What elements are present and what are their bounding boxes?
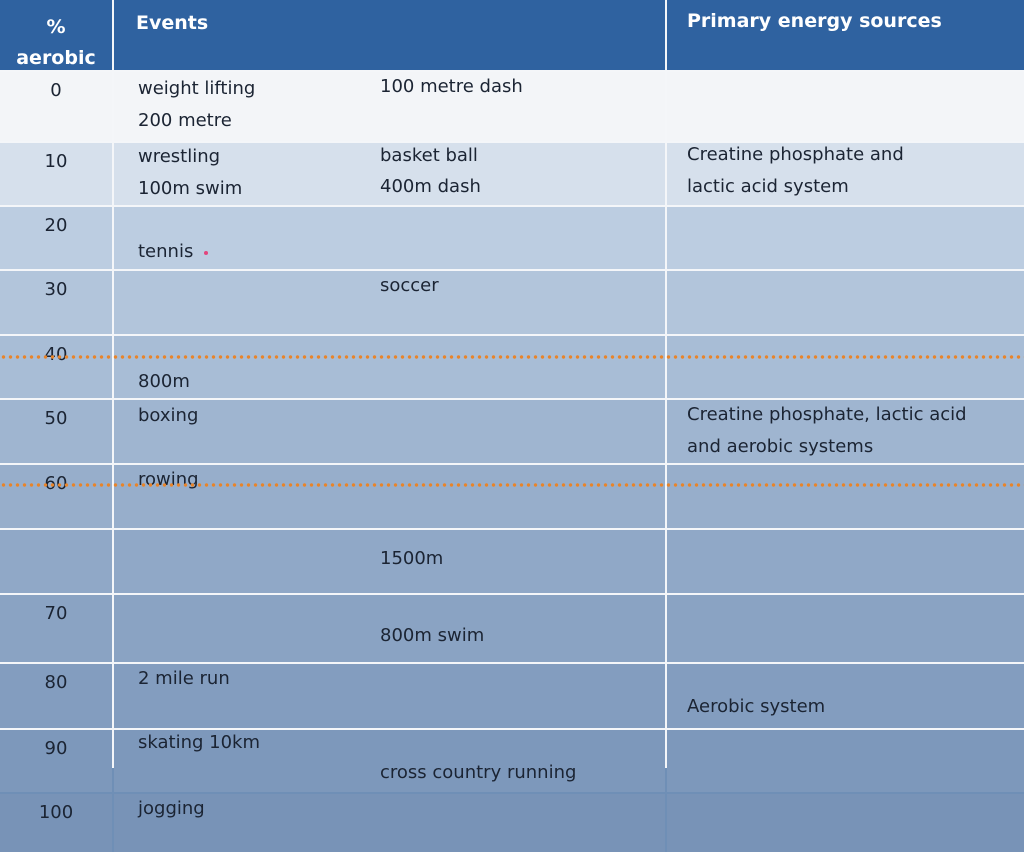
event-label: skating 10km	[138, 732, 260, 753]
event-label: wrestling	[138, 146, 221, 167]
row-source: Creatine phosphate and lactic acid syste…	[667, 143, 1024, 205]
event-label: 800m swim	[380, 625, 485, 646]
row-source	[667, 465, 1024, 528]
row-percent: 70	[0, 595, 112, 662]
row-source	[667, 530, 1024, 593]
row-percent: 40	[0, 336, 112, 398]
event-label: 100m swim	[138, 178, 243, 199]
header-events: Events	[114, 0, 665, 70]
row-source	[667, 730, 1024, 792]
event-label: rowing	[138, 469, 199, 490]
event-label: 1500m	[380, 548, 444, 569]
row-source	[667, 271, 1024, 334]
row-events: skating 10km cross country running	[114, 730, 665, 792]
ink-mark	[204, 251, 208, 255]
header-aerobic-label: aerobic	[16, 47, 96, 69]
energy-source-label: Creatine phosphate and lactic acid syste…	[687, 144, 904, 197]
event-label: 2 mile run	[138, 668, 230, 689]
row-source	[667, 794, 1024, 852]
row-source	[667, 72, 1024, 141]
row-source	[667, 207, 1024, 269]
event-label: 200 metre	[138, 110, 232, 131]
row-events: soccer	[114, 271, 665, 334]
header-percent-symbol: %	[46, 16, 66, 38]
row-percent: 60	[0, 465, 112, 528]
row-source: Aerobic system	[667, 664, 1024, 728]
event-label: 100 metre dash	[380, 76, 523, 97]
energy-source-label: Aerobic system	[687, 696, 826, 717]
row-percent: 20	[0, 207, 112, 269]
event-label: boxing	[138, 405, 199, 426]
energy-systems-table: % aerobic Events Primary energy sources …	[0, 0, 1024, 823]
row-events: 800m swim	[114, 595, 665, 662]
dotted-divider-line	[0, 355, 1024, 359]
row-events: rowing	[114, 465, 665, 528]
row-events: weight lifting 100 metre dash 200 metre	[114, 72, 665, 141]
event-label: jogging	[138, 798, 205, 819]
row-events: tennis	[114, 207, 665, 269]
header-aerobic-percent: % aerobic	[0, 0, 112, 70]
header-primary-energy-sources: Primary energy sources	[667, 0, 1024, 70]
row-source	[667, 595, 1024, 662]
row-percent	[0, 530, 112, 593]
energy-source-label: Creatine phosphate, lactic acid and aero…	[687, 404, 967, 457]
row-events: wrestling basket ball 100m swim 400m das…	[114, 143, 665, 205]
event-label: tennis	[138, 241, 194, 262]
row-events: 800m	[114, 336, 665, 398]
row-percent: 10	[0, 143, 112, 205]
event-label: weight lifting	[138, 78, 256, 99]
event-label: basket ball	[380, 145, 478, 166]
row-source	[667, 336, 1024, 398]
event-label: 400m dash	[380, 176, 481, 197]
dotted-divider-line	[0, 483, 1024, 487]
row-percent: 50	[0, 400, 112, 463]
event-label: 800m	[138, 371, 190, 392]
row-events: boxing	[114, 400, 665, 463]
row-events: 2 mile run	[114, 664, 665, 728]
row-percent: 0	[0, 72, 112, 141]
row-percent: 90	[0, 730, 112, 792]
row-events: 1500m	[114, 530, 665, 593]
row-source: Creatine phosphate, lactic acid and aero…	[667, 400, 1024, 463]
row-events: jogging	[114, 794, 665, 852]
row-percent: 30	[0, 271, 112, 334]
row-percent: 80	[0, 664, 112, 728]
row-percent: 100	[0, 794, 112, 852]
event-label: cross country running	[380, 762, 577, 783]
event-label: soccer	[380, 275, 439, 296]
